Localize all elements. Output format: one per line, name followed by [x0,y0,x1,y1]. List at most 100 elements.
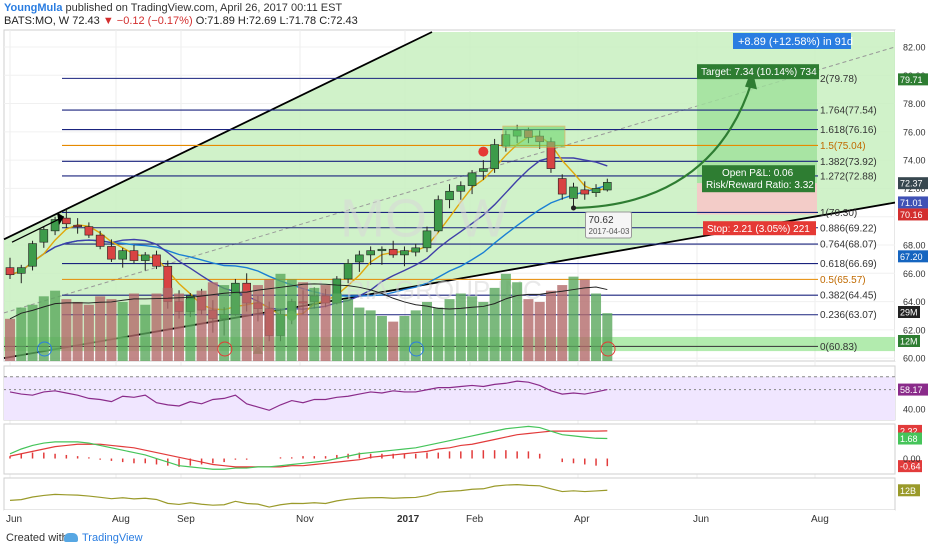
event-marker-icon[interactable] [217,341,233,357]
volume-bar[interactable] [410,310,421,361]
candle-body[interactable] [355,254,364,263]
event-marker-icon[interactable] [600,341,616,357]
volume-bar[interactable] [72,301,83,361]
candle-body[interactable] [95,234,105,247]
volume-bar[interactable] [298,282,309,361]
event-marker-icon[interactable] [408,341,424,357]
candle-body[interactable] [50,219,60,232]
candle-body[interactable] [580,189,590,195]
volume-bar[interactable] [388,321,399,361]
volume-bar[interactable] [579,279,590,361]
volume-bar[interactable] [196,290,207,361]
candle-body[interactable] [118,250,127,260]
volume-bar[interactable] [489,287,500,361]
volume-bar[interactable] [106,299,117,361]
price-badge[interactable] [898,250,928,263]
candle-body[interactable] [28,243,37,267]
volume-bar[interactable] [500,273,511,361]
volume-bar[interactable] [523,299,534,361]
volume-bar[interactable] [568,276,579,361]
candle-body[interactable] [39,229,49,243]
sell-signal-dot[interactable] [478,146,489,157]
volume-bar[interactable] [185,299,196,361]
candle-body[interactable] [366,250,375,256]
volume-bar[interactable] [545,290,556,361]
volume-bar[interactable] [27,304,38,361]
volume-bar[interactable] [241,290,252,361]
volume-bar[interactable] [591,293,602,362]
candle-body[interactable] [84,226,94,236]
volume-bar[interactable] [512,282,523,361]
candle-body[interactable] [490,144,499,169]
volume-bar[interactable] [602,313,613,361]
volume-bar[interactable] [140,304,151,361]
candle-body[interactable] [433,199,443,232]
event-marker-icon[interactable] [37,341,53,357]
price-badge[interactable] [898,196,928,209]
candle-body[interactable] [456,185,466,192]
volume-bar[interactable] [50,290,61,361]
candle-body[interactable] [377,248,387,252]
candle-body[interactable] [5,267,15,276]
volume-bar[interactable] [478,301,489,361]
candle-body[interactable] [73,224,82,228]
volume-bar[interactable] [38,296,49,361]
author-name[interactable]: YoungMula [4,2,63,14]
volume-bar[interactable] [557,285,568,361]
volume-bar[interactable] [230,293,241,362]
volume-bar[interactable] [61,299,72,361]
volume-bar[interactable] [95,296,106,361]
candle-body[interactable] [129,250,139,261]
volume-bar[interactable] [83,304,94,361]
candle-body[interactable] [388,248,398,256]
volume-bar[interactable] [455,293,466,362]
volume-bar[interactable] [309,287,320,361]
volume-bar[interactable] [128,293,139,362]
volume-bar[interactable] [467,296,478,361]
candle-body[interactable] [603,182,612,191]
candle-body[interactable] [479,168,488,172]
candle-body[interactable] [400,250,409,256]
volume-bar[interactable] [174,293,185,362]
candle-body[interactable] [467,172,477,186]
volume-bar[interactable] [343,299,354,361]
volume-bar[interactable] [162,287,173,361]
candle-body[interactable] [411,247,421,253]
candle-body[interactable] [591,188,601,193]
volume-bar[interactable] [399,316,410,361]
volume-bar[interactable] [207,282,218,361]
volume-bar[interactable] [320,285,331,361]
volume-bar[interactable] [534,301,545,361]
volume-bar[interactable] [421,301,432,361]
candle-body[interactable] [569,186,578,199]
channel-upper-line[interactable] [3,31,433,241]
price-badge[interactable] [898,208,928,221]
volume-bar[interactable] [5,318,15,361]
volume-bar[interactable] [365,310,376,361]
candle-body[interactable] [140,254,150,261]
price-badge[interactable] [898,73,928,86]
volume-bar[interactable] [264,279,275,361]
candle-body[interactable] [343,263,353,280]
volume-bar[interactable] [252,285,263,361]
candle-body[interactable] [152,254,161,267]
price-badge[interactable] [898,177,928,190]
symbol-label[interactable]: BATS:MO, W [4,15,70,27]
candle-body[interactable] [16,267,26,274]
volume-bar[interactable] [117,301,128,361]
volume-bar[interactable] [286,279,297,361]
volume-bar[interactable] [219,285,230,361]
volume-bar[interactable] [444,299,455,361]
candle-body[interactable] [107,246,116,260]
candle-body[interactable] [422,230,432,249]
volume-bar[interactable] [16,307,27,361]
volume-bar[interactable] [433,307,444,361]
candle-body[interactable] [62,217,71,225]
volume-bar[interactable] [331,293,342,362]
footer-brand[interactable]: TradingView [82,532,143,544]
volume-bar[interactable] [275,273,286,361]
candle-body[interactable] [445,190,454,201]
volume-bar[interactable] [354,307,365,361]
volume-bar[interactable] [151,293,162,362]
